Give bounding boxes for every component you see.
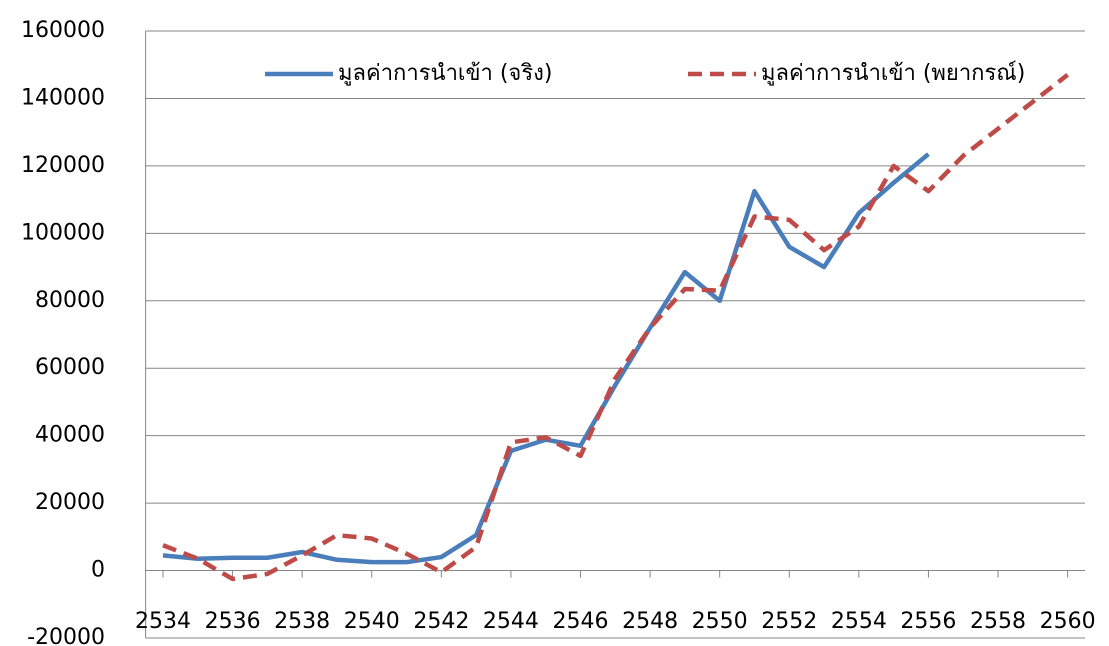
x-tick-label: 2554 xyxy=(831,609,887,634)
legend-label: มูลค่าการนำเข้า (จริง) xyxy=(338,61,552,86)
y-tick-label: 100000 xyxy=(21,220,105,245)
x-tick-label: 2536 xyxy=(205,609,261,634)
y-tick-label: 140000 xyxy=(21,85,105,110)
y-tick-label: 80000 xyxy=(35,288,105,313)
x-tick-label: 2550 xyxy=(692,609,748,634)
x-tick-label: 2542 xyxy=(413,609,469,634)
x-tick-label: 2534 xyxy=(135,609,191,634)
x-tick-label: 2558 xyxy=(970,609,1026,634)
x-tick-label: 2556 xyxy=(900,609,956,634)
y-tick-label: -20000 xyxy=(27,625,105,646)
series-line xyxy=(163,154,928,562)
y-tick-label: 20000 xyxy=(35,490,105,515)
x-tick-label: 2552 xyxy=(761,609,817,634)
x-tick-label: 2548 xyxy=(622,609,678,634)
y-tick-label: 160000 xyxy=(21,18,105,43)
y-tick-label: 60000 xyxy=(35,355,105,380)
x-tick-label: 2538 xyxy=(274,609,330,634)
y-tick-label: 0 xyxy=(91,558,105,583)
y-tick-label: 120000 xyxy=(21,153,105,178)
chart: -20000 0 20000 40000 60000 80000 100000 120000 1… xyxy=(0,0,1109,646)
x-tick-label: 2544 xyxy=(483,609,539,634)
x-tick-label: 2540 xyxy=(344,609,400,634)
x-tick-label: 2546 xyxy=(553,609,609,634)
x-tick-label: 2560 xyxy=(1040,609,1096,634)
y-tick-label: 40000 xyxy=(35,423,105,448)
legend-label: มูลค่าการนำเข้า (พยากรณ์) xyxy=(761,61,1025,86)
